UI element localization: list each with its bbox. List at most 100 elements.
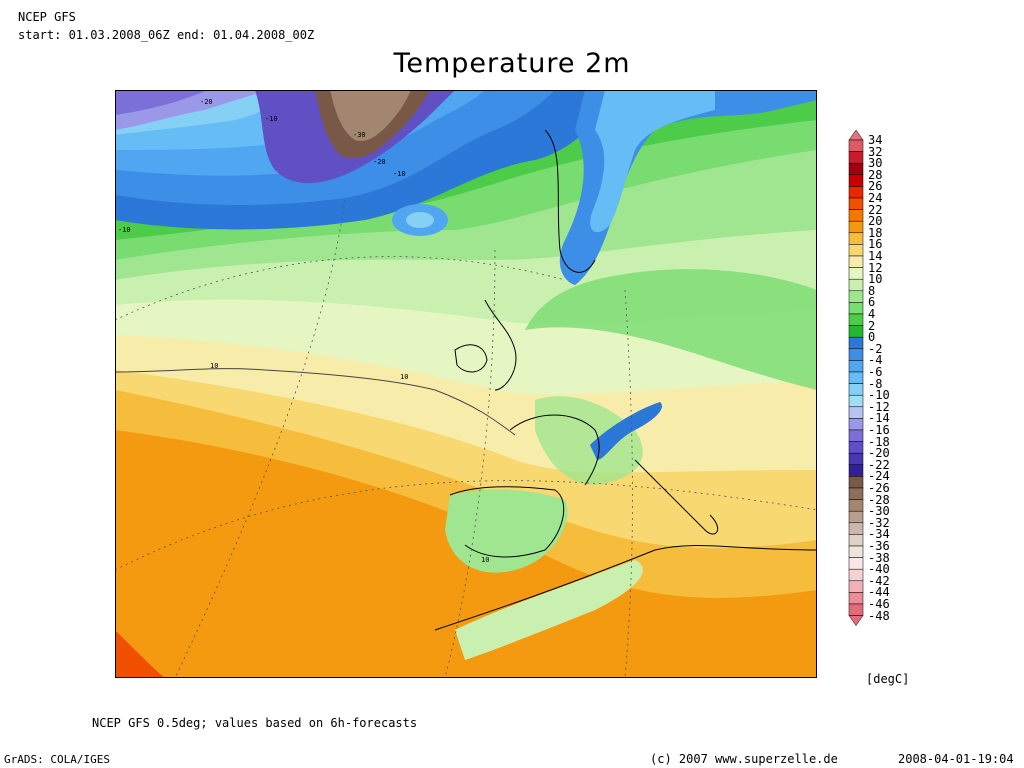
data-note: NCEP GFS 0.5deg; values based on 6h-fore… <box>92 716 418 730</box>
legend-swatch <box>848 534 864 547</box>
legend-level-label: 24 <box>868 191 883 205</box>
legend-swatch <box>848 186 864 199</box>
legend-level-label: -30 <box>868 504 890 519</box>
legend-level-label: -28 <box>868 492 890 507</box>
legend-swatch <box>848 290 864 303</box>
legend-swatch <box>848 244 864 257</box>
contour-label: -10 <box>118 226 131 234</box>
legend-level-label: -20 <box>868 446 890 461</box>
legend-unit: [degC] <box>866 672 910 686</box>
legend-level-label: -18 <box>868 434 890 449</box>
legend-swatch <box>848 336 864 350</box>
legend-swatch <box>848 209 864 222</box>
legend-swatch <box>848 429 864 442</box>
greenland-cold-18 <box>115 90 205 115</box>
legend-level-label: -4 <box>868 353 883 368</box>
contour-label: -10 <box>265 115 278 123</box>
land-atlas-temp-patch <box>455 560 643 660</box>
timestamp: 2008-04-01-19:04 <box>898 752 1014 766</box>
legend-arrow-top <box>848 130 864 141</box>
legend-level-label: -14 <box>868 411 890 426</box>
copyright: (c) 2007 www.superzelle.de <box>650 752 838 766</box>
contour-label: -30 <box>353 131 366 139</box>
isoline-10 <box>115 368 516 436</box>
legend-level-label: -2 <box>868 341 883 356</box>
legend-level-label: 34 <box>868 133 883 147</box>
contour-label: 10 <box>481 556 489 564</box>
map-frame <box>115 90 817 678</box>
legend-level-label: 8 <box>868 283 876 298</box>
legend-swatch <box>848 464 864 477</box>
legend-level-label: 0 <box>868 330 876 345</box>
legend-swatch <box>848 325 864 338</box>
contour-label: -20 <box>200 98 213 106</box>
legend-level-label: -34 <box>868 527 890 542</box>
chart-title: Temperature 2m <box>393 48 631 79</box>
land-iberia-temp-patch <box>445 489 568 573</box>
forecast-period: start: 01.03.2008_06Z end: 01.04.2008_00… <box>18 28 315 42</box>
alps-cold <box>590 402 663 460</box>
legend-swatch <box>848 476 864 489</box>
legend-level-label: -24 <box>868 469 890 484</box>
legend-level-label: -10 <box>868 388 890 403</box>
software-credit: GrADS: COLA/IGES <box>4 753 110 766</box>
legend-swatch <box>848 568 864 582</box>
legend-swatch <box>848 197 864 210</box>
legend-level-label: 18 <box>868 225 883 240</box>
legend-arrow-bottom <box>848 615 864 627</box>
land-france-temp-patch <box>535 396 643 485</box>
legend-swatch <box>848 441 864 454</box>
legend-swatch <box>848 545 864 558</box>
model-name: NCEP GFS <box>18 10 76 24</box>
legend-swatch <box>848 348 864 361</box>
color-legend <box>848 130 864 627</box>
legend-swatch <box>848 162 864 176</box>
greenland-cold-brown <box>330 90 411 141</box>
legend-level-label: 10 <box>868 272 883 287</box>
legend-swatch <box>848 302 864 315</box>
legend-swatch <box>848 603 864 616</box>
legend-level-label: 30 <box>868 156 883 171</box>
contour-label: -20 <box>373 158 386 166</box>
legend-swatch <box>848 383 864 396</box>
legend-swatch <box>848 452 864 466</box>
legend-swatch <box>848 220 864 234</box>
temp-band-20-corner <box>115 630 165 678</box>
legend-level-label: -40 <box>868 562 890 577</box>
legend-swatch <box>848 510 864 524</box>
legend-swatch <box>848 360 864 373</box>
legend-level-label: -16 <box>868 423 890 437</box>
contour-label: -10 <box>393 170 406 178</box>
legend-level-label: -36 <box>868 539 890 553</box>
legend-swatch <box>848 406 864 419</box>
legend-swatch <box>848 232 864 245</box>
coastlines <box>434 129 817 631</box>
legend-level-label: -6 <box>868 365 883 379</box>
legend-level-label: 20 <box>868 214 883 229</box>
legend-level-label: 26 <box>868 179 883 194</box>
contour-label: 10 <box>400 373 408 381</box>
legend-swatch <box>848 418 864 431</box>
legend-swatch <box>848 313 864 326</box>
legend-swatch <box>848 487 864 500</box>
legend-level-label: 2 <box>868 318 876 333</box>
temperature-map: -20 -10 -30 -20 -10 -10 10 10 10 <box>115 90 817 678</box>
legend-level-label: -22 <box>868 457 890 472</box>
land-europe-temp-patch <box>525 269 817 390</box>
legend-swatch <box>848 499 864 512</box>
legend-level-label: -8 <box>868 376 883 391</box>
legend-level-label: -44 <box>868 585 890 600</box>
legend-level-label: -12 <box>868 399 890 414</box>
graticule <box>115 199 817 678</box>
legend-swatch <box>848 151 864 164</box>
legend-level-label: 4 <box>868 307 876 321</box>
legend-swatch <box>848 174 864 187</box>
legend-swatch <box>848 580 864 593</box>
legend-swatch <box>848 592 864 605</box>
contour-label: 10 <box>210 362 218 370</box>
legend-level-label: 6 <box>868 295 876 310</box>
legend-swatch <box>848 394 864 408</box>
iceland-cold-core <box>406 212 434 228</box>
legend-level-label: 16 <box>868 237 883 252</box>
legend-level-label: -48 <box>868 608 890 623</box>
